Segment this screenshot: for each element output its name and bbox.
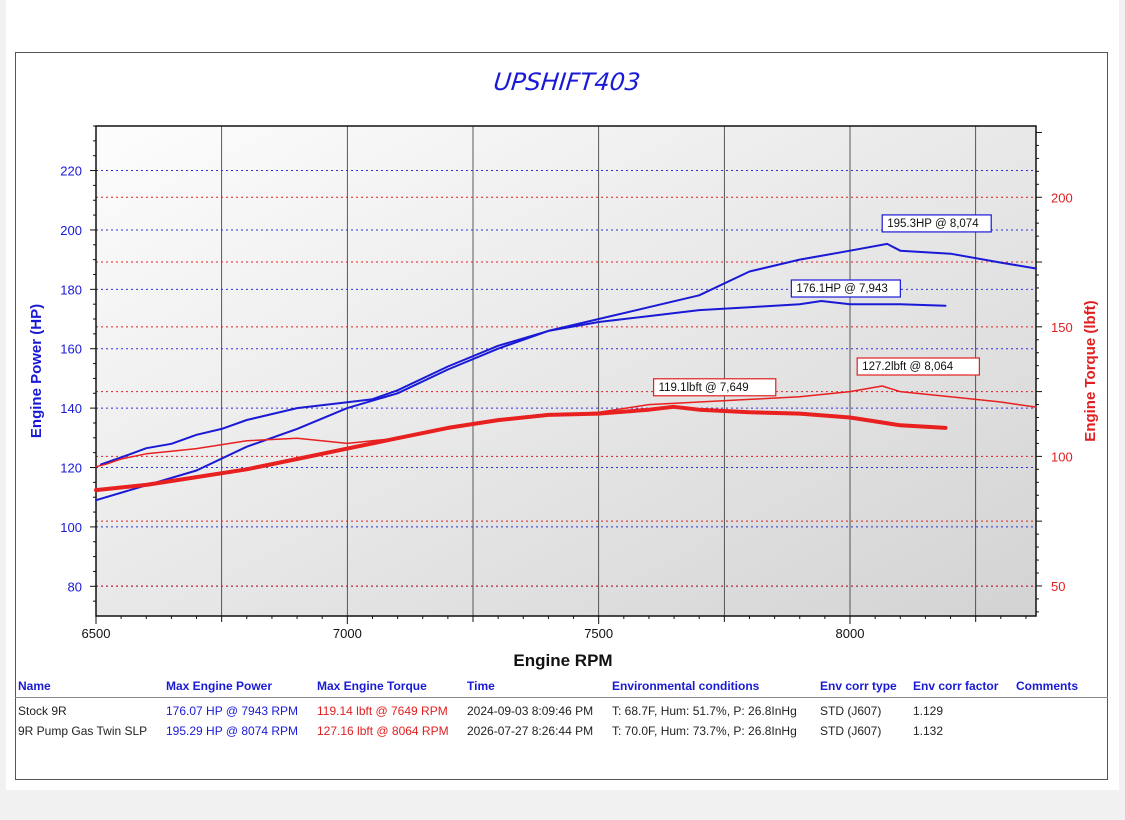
power-line [100, 242, 1037, 466]
plot-border [95, 125, 1037, 617]
y-left-tick-label: 160 [60, 342, 82, 357]
col-header-name: Name [18, 679, 51, 693]
series-layer [94, 242, 1037, 502]
run-time: 2026-07-27 8:26:44 PM [467, 724, 594, 738]
x-axis-label: Engine RPM [513, 651, 612, 670]
col-header-corr-type: Env corr type [820, 679, 897, 693]
run-env: T: 70.0F, Hum: 73.7%, P: 26.8InHg [612, 724, 797, 738]
torque-line [95, 385, 1037, 468]
peak-annotation-box [790, 279, 901, 298]
col-header-corr-factor: Env corr factor [913, 679, 999, 693]
y-left-tick-label: 100 [60, 520, 82, 535]
run-name: Stock 9R [18, 704, 67, 718]
col-header-env: Environmental conditions [612, 679, 760, 693]
peak-annotation-label: 195.3HP @ 8,074 [887, 218, 979, 230]
y-right-tick-label: 150 [1051, 320, 1073, 335]
y-left-tick-label: 220 [60, 164, 82, 179]
run-corr-factor: 1.132 [913, 724, 944, 738]
x-tick-label: 8000 [836, 626, 865, 641]
col-header-time: Time [467, 679, 495, 693]
chart-title: UPSHIFT403 [492, 68, 641, 96]
dyno-chart-frame: UPSHIFT403 6500 7000 7500 8000 80 100 120 140 16… [15, 52, 1108, 780]
x-tick-label: 7500 [584, 626, 613, 641]
col-header-comments: Comments [1016, 679, 1079, 693]
y-left-tick-label: 200 [60, 223, 82, 238]
run-corr-type: STD (J607) [820, 724, 882, 738]
col-header-max-torque: Max Engine Torque [317, 679, 427, 693]
run-max-torque: 127.16 lbft @ 8064 RPM [317, 724, 449, 738]
y-axis-left-label: Engine Power (HP) [28, 304, 45, 438]
run-time: 2024-09-03 8:09:46 PM [467, 704, 594, 718]
run-corr-type: STD (J607) [820, 704, 882, 718]
x-tick-label: 6500 [82, 626, 111, 641]
y-left-tick-label: 180 [60, 282, 82, 297]
y-right-tick-label: 50 [1051, 579, 1065, 594]
run-max-power: 176.07 HP @ 7943 RPM [166, 704, 299, 718]
run-corr-factor: 1.129 [913, 704, 944, 718]
run-name: 9R Pump Gas Twin SLP [18, 724, 148, 738]
dyno-chart: UPSHIFT403 6500 7000 7500 8000 80 100 120 140 16… [28, 68, 1099, 670]
table-row[interactable]: Stock 9R 176.07 HP @ 7943 RPM 119.14 lbf… [15, 704, 1108, 720]
x-tick-label: 7000 [333, 626, 362, 641]
peak-annotation-box [856, 357, 980, 376]
axis-ticks [90, 125, 1042, 624]
peak-annotation-label: 176.1HP @ 7,943 [796, 283, 887, 295]
header-divider [15, 697, 1108, 698]
y-axis-right-label: Engine Torque (lbft) [1082, 300, 1099, 441]
y-left-tick-label: 80 [68, 579, 82, 594]
col-header-max-power: Max Engine Power [166, 679, 273, 693]
y-left-tick-label: 140 [60, 401, 82, 416]
run-max-torque: 119.14 lbft @ 7649 RPM [317, 704, 448, 718]
peak-annotation-label: 127.2lbft @ 8,064 [862, 361, 954, 373]
annotations: 195.3HP @ 8,074 176.1HP @ 7,943 127.2lbft … [652, 214, 992, 397]
y-left-tick-label: 120 [60, 461, 82, 476]
y-right-tick-label: 200 [1051, 190, 1073, 205]
table-row[interactable]: 9R Pump Gas Twin SLP 195.29 HP @ 8074 RP… [15, 724, 1108, 740]
run-env: T: 68.7F, Hum: 51.7%, P: 26.8InHg [612, 704, 797, 718]
peak-annotation-box [881, 214, 992, 233]
run-max-power: 195.29 HP @ 8074 RPM [166, 724, 299, 738]
peak-annotation-box [652, 378, 777, 397]
tick-labels: 6500 7000 7500 8000 80 100 120 140 160 180 200 220 5… [60, 164, 1072, 641]
y-right-tick-label: 100 [1051, 449, 1073, 464]
peak-annotation-label: 119.1lbft @ 7,649 [659, 382, 749, 394]
